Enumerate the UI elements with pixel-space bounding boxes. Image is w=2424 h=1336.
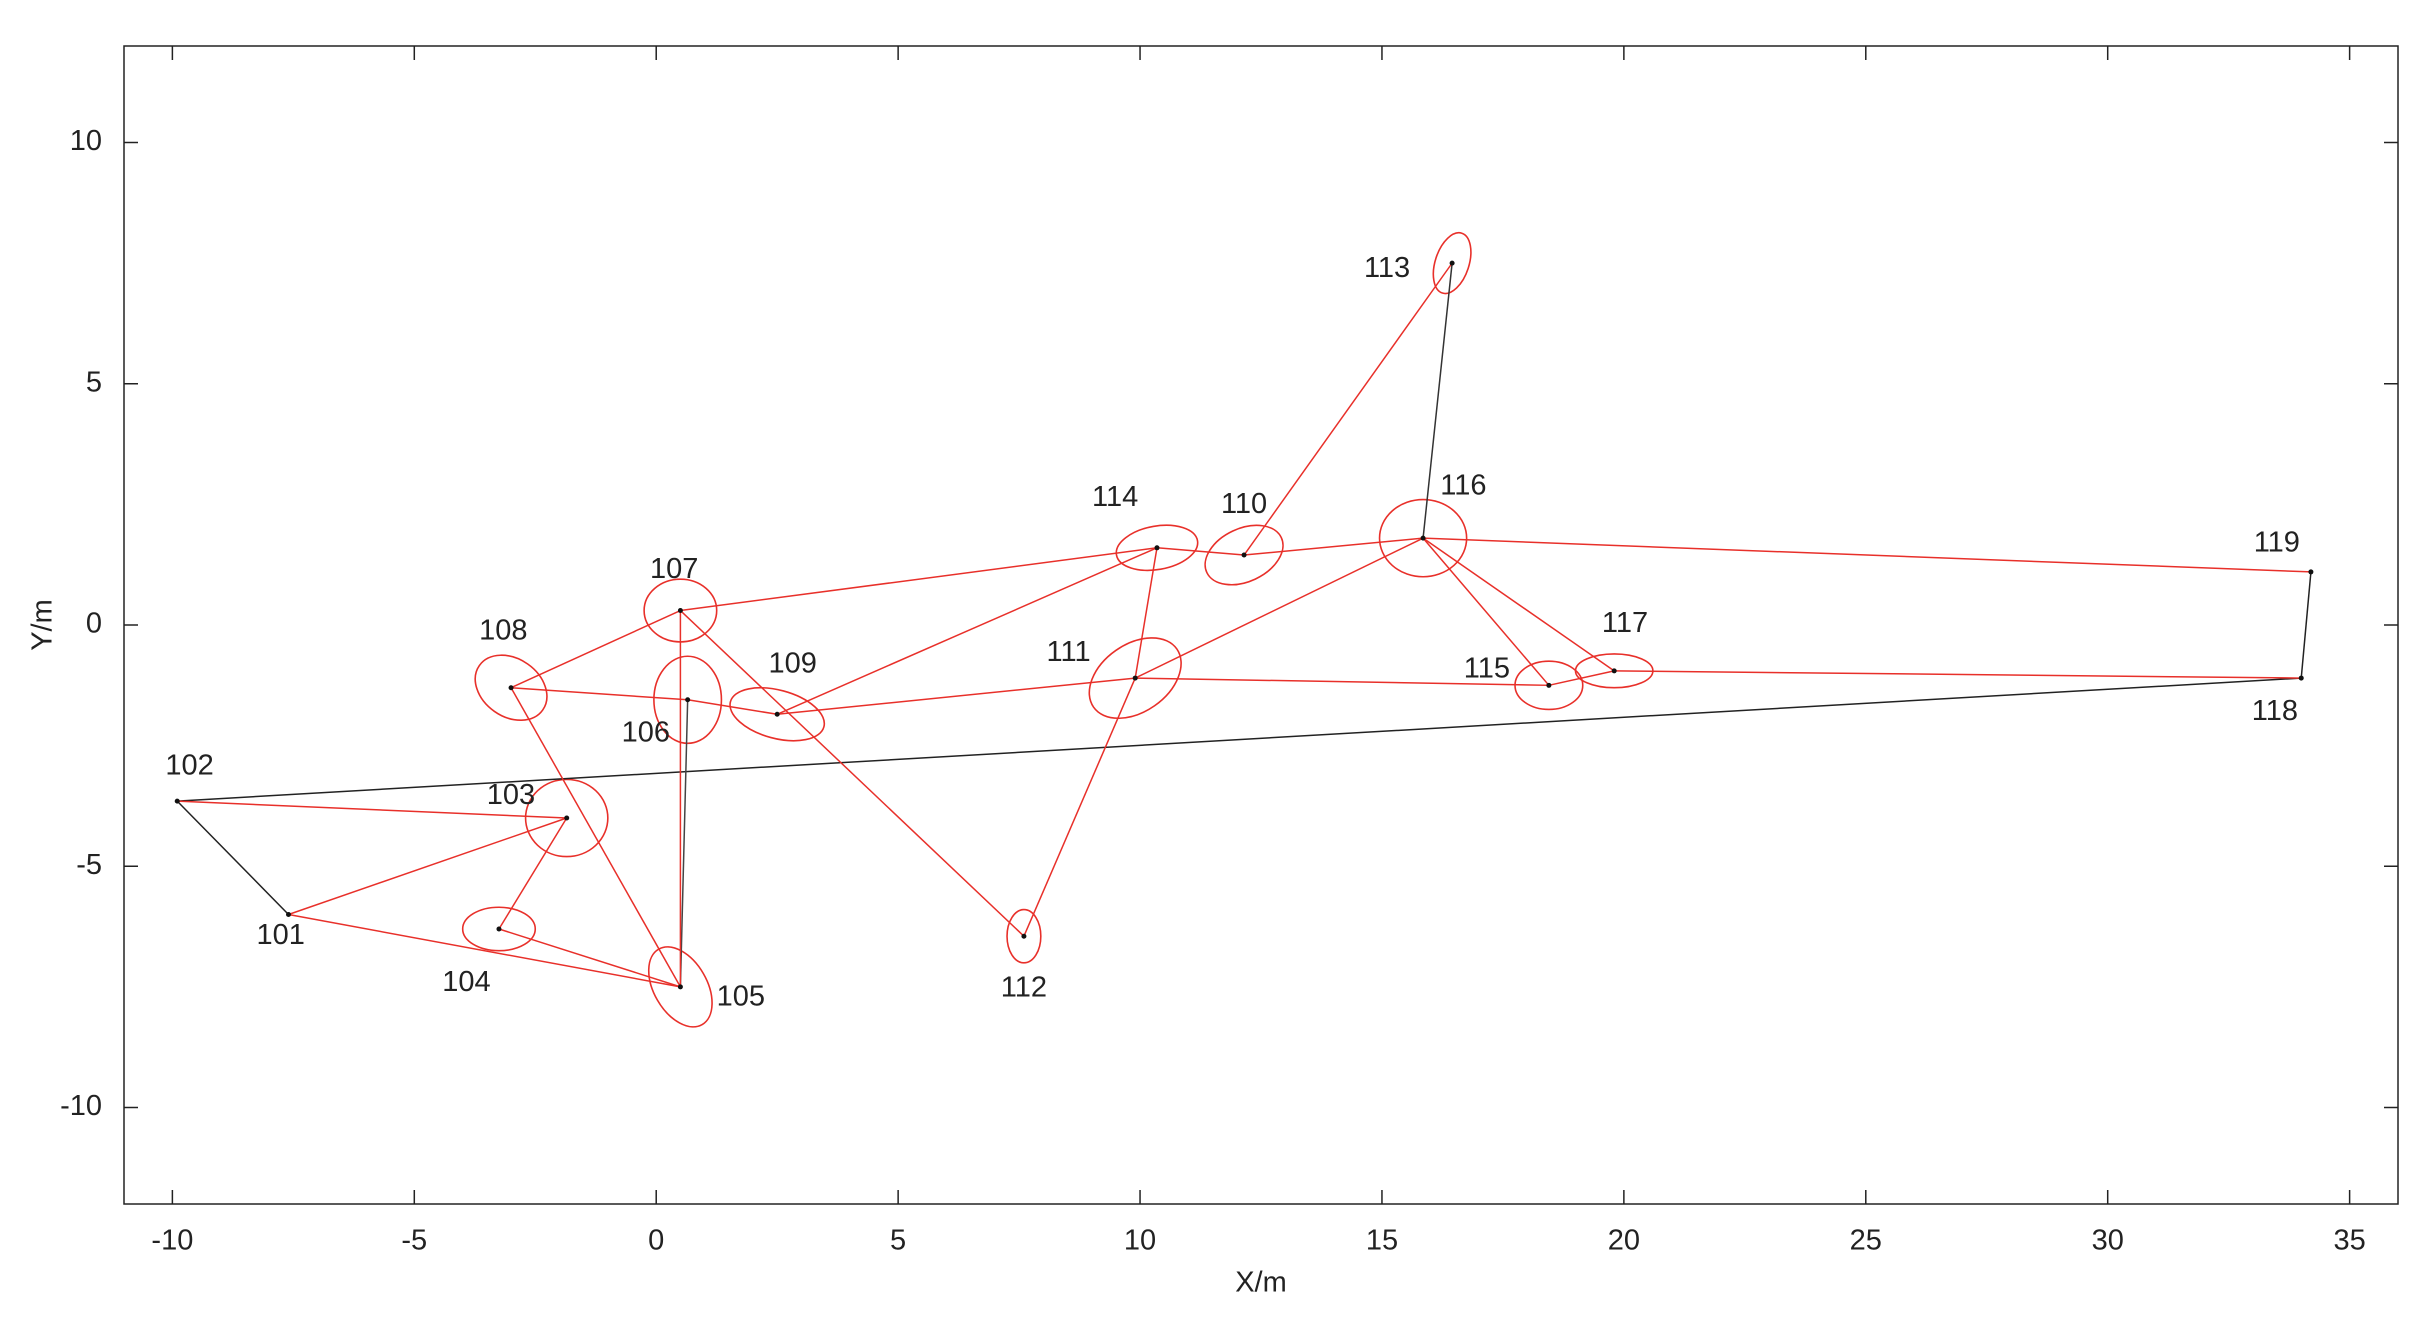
point xyxy=(1132,675,1138,681)
edge xyxy=(679,699,689,987)
point-label: 104 xyxy=(442,966,490,998)
error-ellipse xyxy=(653,655,723,745)
point-label: 114 xyxy=(1092,481,1138,513)
point-label: 115 xyxy=(1464,652,1510,684)
point xyxy=(286,912,292,917)
point-label: 107 xyxy=(650,553,698,585)
edge xyxy=(288,817,567,916)
point-label: 102 xyxy=(165,750,213,782)
y-tick-label: 0 xyxy=(86,608,102,640)
point xyxy=(1420,535,1426,541)
point-label: 119 xyxy=(2254,527,2300,559)
x-tick-label: 10 xyxy=(1124,1225,1156,1257)
error-ellipse xyxy=(1378,498,1468,578)
edge xyxy=(777,677,1136,716)
x-tick-label: 30 xyxy=(2092,1225,2124,1257)
edge xyxy=(1156,547,1245,556)
point xyxy=(508,685,514,691)
x-tick-label: 25 xyxy=(1850,1225,1882,1257)
point xyxy=(496,926,502,932)
point xyxy=(2298,675,2304,681)
error-ellipse xyxy=(1006,908,1042,964)
point-label: 109 xyxy=(768,647,816,679)
x-tick-label: -10 xyxy=(151,1225,193,1257)
error-ellipse xyxy=(1088,637,1182,720)
point-label: 113 xyxy=(1364,252,1410,284)
point xyxy=(677,984,683,990)
point-label: 101 xyxy=(257,919,305,951)
edge xyxy=(1614,670,2302,679)
point-label: 112 xyxy=(1001,972,1047,1004)
point-label: 117 xyxy=(1602,607,1648,639)
edge xyxy=(1134,547,1158,679)
point xyxy=(2308,569,2314,575)
edge xyxy=(1243,537,1424,556)
point xyxy=(1021,933,1027,939)
edge xyxy=(1023,677,1136,937)
point xyxy=(174,798,180,804)
y-tick-label: -10 xyxy=(60,1090,102,1122)
edge xyxy=(288,913,681,988)
point-label: 105 xyxy=(717,980,765,1012)
point-label: 118 xyxy=(2252,695,2298,727)
point xyxy=(677,608,683,614)
plot-frame xyxy=(123,45,2399,1205)
edge xyxy=(1243,262,1453,556)
edge xyxy=(1423,537,2311,573)
edge xyxy=(776,547,1158,715)
point xyxy=(1241,552,1247,558)
error-ellipse xyxy=(474,654,548,722)
error-ellipse xyxy=(1115,524,1199,572)
y-tick-label: 5 xyxy=(86,366,102,398)
error-ellipse xyxy=(729,687,826,742)
point-label: 106 xyxy=(622,717,670,749)
edge xyxy=(679,609,1025,937)
edge xyxy=(2300,571,2312,679)
edge xyxy=(1422,537,1615,672)
y-axis-label: Y/m xyxy=(27,599,59,651)
error-ellipse xyxy=(1204,524,1284,586)
x-axis-label: X/m xyxy=(1235,1267,1287,1299)
x-tick-label: 15 xyxy=(1366,1225,1398,1257)
edge xyxy=(176,800,290,916)
edge xyxy=(1422,537,1550,686)
edge xyxy=(177,800,567,819)
point-label: 110 xyxy=(1221,488,1267,520)
edge xyxy=(1135,677,1549,687)
edge xyxy=(1134,537,1424,679)
edge xyxy=(687,699,778,716)
point-label: 111 xyxy=(1047,636,1091,668)
error-ellipse xyxy=(1432,231,1472,295)
error-ellipse xyxy=(524,778,609,858)
x-tick-label: 20 xyxy=(1608,1225,1640,1257)
y-tick-label: -5 xyxy=(76,849,102,881)
y-tick-label: 10 xyxy=(70,125,102,157)
error-ellipse xyxy=(461,906,537,952)
edge xyxy=(1422,263,1453,539)
edge xyxy=(177,677,2302,802)
edge xyxy=(498,928,681,988)
x-tick-label: 35 xyxy=(2333,1225,2365,1257)
point xyxy=(564,815,570,821)
point-label: 116 xyxy=(1440,470,1486,502)
point xyxy=(1546,682,1552,688)
point-label: 103 xyxy=(487,779,535,811)
edge xyxy=(680,547,1158,612)
edge xyxy=(498,817,568,930)
x-tick-label: -5 xyxy=(401,1225,427,1257)
edge xyxy=(1548,670,1615,687)
point xyxy=(1611,668,1617,674)
edge xyxy=(510,687,682,988)
point xyxy=(1449,260,1455,266)
x-tick-label: 0 xyxy=(648,1225,664,1257)
point xyxy=(685,697,691,703)
edge xyxy=(510,609,681,689)
point-label: 108 xyxy=(479,615,527,647)
x-tick-label: 5 xyxy=(890,1225,906,1257)
point xyxy=(1154,545,1160,551)
point xyxy=(774,711,780,717)
edge xyxy=(511,686,688,701)
